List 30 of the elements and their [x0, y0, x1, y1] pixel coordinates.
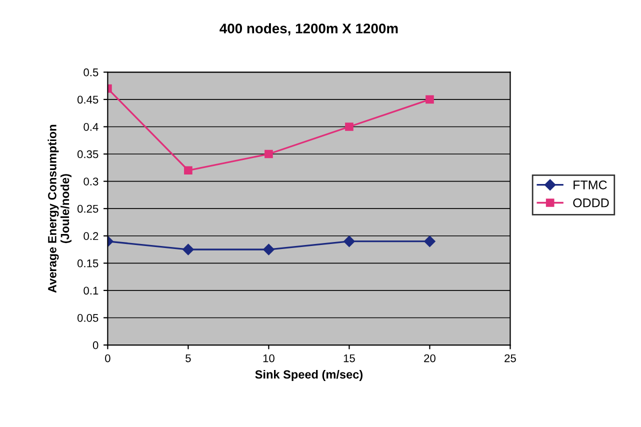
y-tick-label: 0.05: [77, 314, 98, 322]
x-tick-label: 10: [263, 354, 274, 362]
point: [264, 150, 273, 158]
y-tick-label: 0.5: [84, 68, 98, 76]
point: [424, 236, 436, 247]
y-tick-label: 0: [92, 341, 98, 350]
y-tick-label: 0.4: [84, 123, 98, 131]
point: [184, 166, 192, 175]
x-tick-label: 5: [186, 354, 191, 362]
x-tick-label: 20: [424, 354, 436, 362]
point: [426, 95, 434, 104]
y-tick-label: 0.1: [84, 286, 98, 295]
legend-label: FTMC: [574, 180, 607, 190]
y-tick-label: 0.15: [77, 259, 98, 268]
point: [263, 244, 274, 256]
x-tick-label: 0: [105, 354, 110, 362]
point: [345, 122, 354, 131]
x-tick-label: 25: [504, 354, 516, 362]
chart-title: 400 nodes, 1200m X 1200m: [220, 23, 398, 36]
y-tick-label: 0.2: [84, 232, 98, 240]
y-tick-label: 0.45: [77, 96, 98, 104]
x-tick-label: 15: [344, 354, 355, 362]
y-tick-label: 0.25: [77, 204, 98, 213]
y-tick-label: 0.35: [77, 150, 98, 158]
y-axis-title: Average Energy Consumption (Joule/node): [48, 124, 72, 293]
y-tick-label: 0.3: [84, 178, 98, 186]
x-axis-title: Sink Speed (m/sec): [255, 370, 363, 381]
point: [182, 244, 194, 256]
point: [344, 236, 355, 247]
legend-label: ODDD: [573, 198, 609, 208]
